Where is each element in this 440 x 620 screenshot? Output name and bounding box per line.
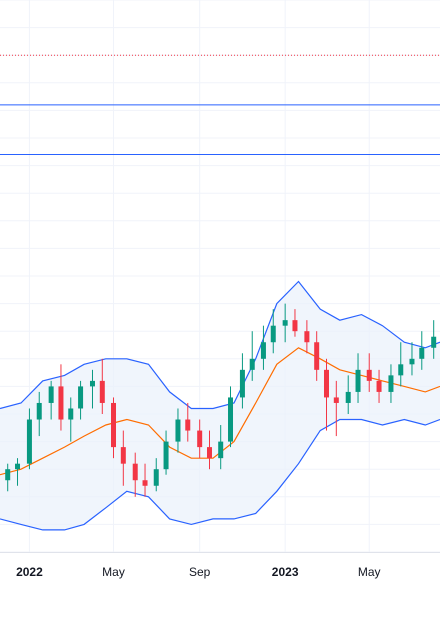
candle-body (345, 391, 351, 403)
candle (292, 309, 298, 337)
candle (5, 463, 11, 492)
candle-body (163, 441, 169, 470)
candles (5, 303, 437, 497)
candle-body (314, 342, 320, 370)
candle-body (78, 386, 84, 409)
candle (185, 402, 191, 442)
candle (36, 391, 42, 437)
candle (163, 430, 169, 475)
candle (132, 452, 138, 497)
candle-body (292, 320, 298, 332)
candle (304, 320, 310, 354)
candle-body (431, 336, 437, 348)
candle (111, 397, 117, 459)
candle-body (228, 397, 234, 442)
candle-body (111, 402, 117, 448)
candle (206, 430, 212, 470)
candle-body (99, 380, 105, 403)
x-tick-label: 2023 (272, 565, 299, 579)
candle (419, 331, 425, 370)
candle (323, 358, 329, 431)
candle-body (26, 419, 32, 464)
x-tick-label: Sep (189, 565, 211, 579)
candle (48, 380, 54, 420)
candle (333, 380, 339, 437)
candle (398, 342, 404, 387)
x-tick-label: May (358, 565, 381, 579)
candle-body (419, 347, 425, 359)
candle (26, 408, 32, 470)
candle (282, 303, 288, 343)
candle-body (5, 469, 11, 481)
candle (409, 342, 415, 376)
candle-body (68, 408, 74, 420)
candle-body (260, 342, 266, 359)
candle-body (270, 325, 276, 343)
band-fill (0, 281, 440, 530)
bollinger-band (0, 280, 440, 531)
candle (218, 425, 224, 470)
candle (431, 320, 437, 359)
candle-body (206, 447, 212, 459)
candle (228, 386, 234, 448)
candle-body (89, 380, 95, 387)
x-tick-label: May (102, 565, 125, 579)
candle-body (323, 369, 329, 398)
candle-body (185, 419, 191, 431)
candle-body (376, 380, 382, 392)
candle-body (388, 375, 394, 392)
candle (239, 353, 245, 409)
candle-body (197, 430, 203, 448)
candle (89, 369, 95, 409)
candle (388, 364, 394, 403)
candle (376, 369, 382, 403)
candle (355, 353, 361, 403)
band-lower-line (0, 418, 440, 531)
candle (120, 430, 126, 486)
candle-body (153, 469, 159, 486)
band-upper-line (0, 280, 440, 410)
candle (68, 397, 74, 442)
candle (142, 463, 148, 497)
candle (15, 458, 21, 486)
band-basis-line (0, 347, 440, 476)
candle-body (355, 369, 361, 392)
candle-body (48, 386, 54, 403)
time-axis: 2022 May Sep 2023 May (0, 552, 440, 579)
candle-body (366, 369, 372, 381)
candle-body (218, 441, 224, 459)
candle (249, 331, 255, 381)
candle-body (15, 463, 21, 470)
candle (153, 458, 159, 492)
candle (197, 419, 203, 459)
candle-body (132, 463, 138, 481)
candle (270, 309, 276, 354)
x-tick-label: 2022 (16, 565, 43, 579)
candle (58, 364, 64, 431)
candle (78, 380, 84, 420)
candle-body (239, 369, 245, 398)
candle-body (58, 386, 64, 420)
candle-body (333, 397, 339, 403)
candle (314, 331, 320, 381)
candle-body (304, 331, 310, 343)
candle-body (409, 358, 415, 365)
candle (175, 408, 181, 453)
candle-body (120, 447, 126, 464)
candle (366, 353, 372, 392)
candle-body (175, 419, 181, 442)
candle-body (36, 402, 42, 420)
candle (99, 358, 105, 414)
candle-body (282, 320, 288, 326)
candle-body (398, 364, 404, 376)
candle (260, 325, 266, 370)
horizontal-lines (0, 54, 440, 156)
candle-body (142, 480, 148, 486)
candle (345, 375, 351, 414)
candle-body (249, 358, 255, 370)
